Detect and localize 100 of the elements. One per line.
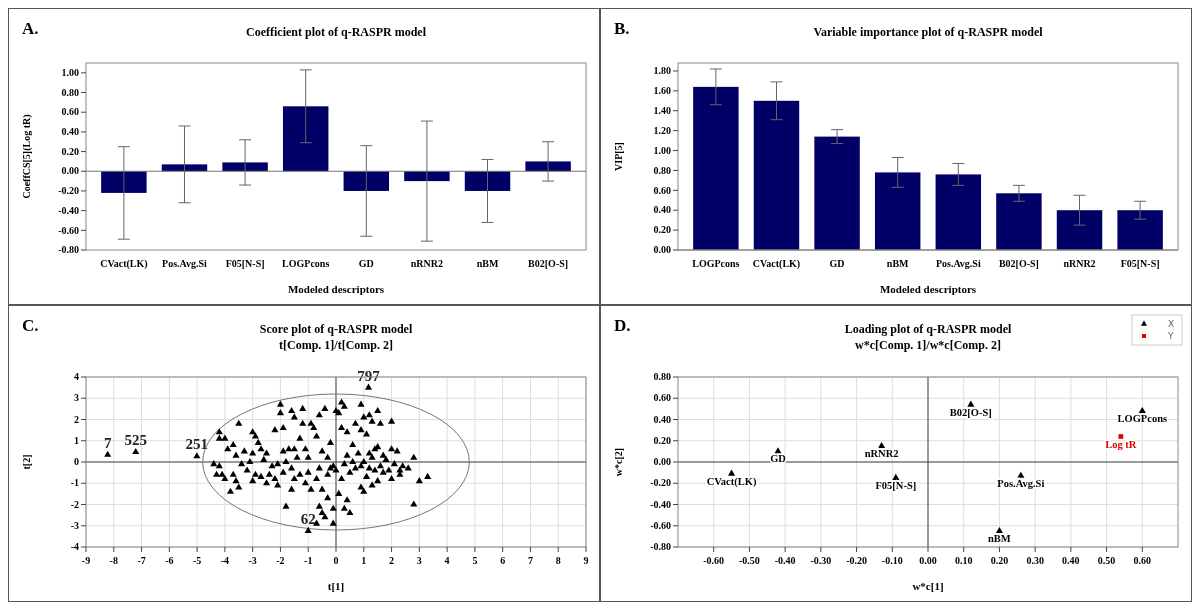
y-tick-label: 0.40 [653, 413, 671, 425]
x-tick-label: 0.40 [1062, 555, 1080, 566]
point [967, 400, 975, 407]
y-tick-label: -0.80 [650, 541, 671, 553]
x-tick-label: 6 [500, 555, 506, 566]
chart-title: Score plot of q-RASPR model [259, 322, 413, 336]
y-tick-label: -1 [70, 477, 79, 489]
x-tick-label: 0.10 [954, 555, 973, 566]
annotation: CVact(LK) [706, 475, 757, 488]
x-tick-label: nBM [476, 258, 499, 269]
chart-subtitle: w*c[Comp. 1]/w*c[Comp. 2] [855, 338, 1001, 352]
chart-title: Coefficient plot of q-RASPR model [246, 25, 427, 39]
text: Y [1167, 330, 1174, 341]
x-tick-label: Pos.Avg.Si [935, 258, 981, 269]
annotation: B02[O-S] [949, 406, 992, 418]
y-tick-label: 0.40 [61, 126, 79, 138]
text: C. [22, 316, 39, 335]
x-tick-label: 1 [361, 555, 367, 566]
x-tick-label: -1 [304, 555, 313, 566]
x-tick-label: 2 [389, 555, 395, 566]
y-tick-label: -0.20 [58, 185, 79, 197]
y-tick-label: -0.60 [58, 224, 79, 236]
x-tick-label: -5 [192, 555, 202, 566]
x-tick-label: GD [829, 258, 845, 269]
y-tick-label: 0.80 [653, 371, 671, 383]
point [1118, 434, 1124, 439]
y-tick-label: 0.20 [653, 224, 671, 236]
annotation: Log tR [1105, 438, 1137, 450]
y-tick-label: 4 [74, 371, 79, 383]
bar [282, 106, 329, 172]
x-tick-label: -0.20 [846, 555, 867, 566]
y-tick-label: 0 [74, 456, 79, 468]
x-tick-label: 9 [583, 555, 589, 566]
bar [693, 86, 739, 250]
y-tick-label: 0.60 [61, 106, 79, 118]
point [995, 526, 1003, 534]
text: A. [22, 19, 39, 38]
bar [814, 136, 860, 250]
x-tick-label: -2 [276, 555, 285, 566]
x-axis-title: Modeled descriptors [287, 283, 385, 295]
y-tick-label: -0.60 [650, 519, 671, 531]
text: B. [614, 19, 630, 38]
x-tick-label: 0.50 [1097, 555, 1116, 566]
y-tick-label: -0.40 [58, 204, 79, 216]
y-tick-label: 1.00 [653, 144, 671, 156]
x-tick-label: GD [358, 258, 374, 269]
x-tick-label: -8 [109, 555, 118, 566]
y-tick-label: -0.80 [58, 244, 79, 256]
x-tick-label: nRNR2 [410, 258, 444, 269]
x-tick-label: nRNR2 [1063, 258, 1096, 269]
annotation: Pos.Avg.Si [997, 477, 1045, 489]
x-tick-label: 0.00 [919, 555, 937, 566]
y-tick-label: 0.80 [61, 86, 79, 98]
x-tick-label: nBM [886, 258, 910, 269]
y-tick-label: 0.40 [653, 204, 671, 216]
y-tick-label: 1.20 [653, 124, 671, 136]
annotation: nBM [988, 533, 1011, 545]
x-tick-label: F05[N-S] [225, 258, 265, 269]
x-tick-label: -0.40 [774, 555, 796, 566]
x-tick-label: -0.10 [881, 555, 903, 566]
annotation: F05[N-S] [875, 479, 917, 491]
x-tick-label: -0.60 [703, 555, 725, 566]
x-tick-label: -4 [220, 555, 230, 566]
bar [343, 171, 390, 191]
bar [753, 100, 800, 250]
x-tick-label: 3 [416, 555, 422, 566]
point [728, 469, 736, 476]
x-tick-label: -0.50 [739, 555, 760, 566]
annotation: 797 [357, 367, 381, 384]
y-tick-label: 0.00 [61, 165, 79, 177]
y-tick-label: -2 [70, 498, 79, 510]
x-tick-label: B02[O-S] [998, 258, 1039, 269]
x-tick-label: 0 [333, 555, 339, 566]
x-tick-label: F05[N-S] [1120, 258, 1160, 269]
x-tick-label: 0.30 [1026, 555, 1044, 566]
y-axis-title: VIP[5] [613, 142, 624, 171]
x-tick-label: 5 [472, 555, 478, 566]
x-tick-label: 4 [444, 555, 450, 566]
point [1017, 471, 1025, 478]
annotation: nRNR2 [864, 448, 899, 460]
y-tick-label: 0.60 [653, 184, 671, 196]
y-tick-label: 3 [74, 392, 79, 404]
annotation: 7 [103, 434, 112, 451]
annotation: 525 [124, 432, 147, 449]
x-tick-label: -6 [165, 555, 174, 566]
bar [996, 193, 1042, 250]
y-tick-label: 1 [74, 434, 79, 446]
x-tick-label: 7 [527, 555, 533, 566]
y-tick-label: 1.60 [653, 85, 671, 97]
y-axis-title: CoeffCS[5](Log tR) [21, 114, 33, 199]
y-tick-label: -0.40 [650, 498, 671, 510]
bar [525, 161, 571, 172]
y-tick-label: -4 [70, 541, 79, 553]
x-tick-label: 0.20 [990, 555, 1009, 566]
y-tick-label: 0.00 [653, 244, 671, 256]
bar [222, 162, 268, 172]
y-tick-label: 0.20 [653, 434, 671, 446]
x-tick-label: -9 [81, 555, 91, 566]
x-tick-label: -0.30 [810, 555, 832, 566]
chart-title: Variable importance plot of q-RASPR model [813, 25, 1044, 39]
